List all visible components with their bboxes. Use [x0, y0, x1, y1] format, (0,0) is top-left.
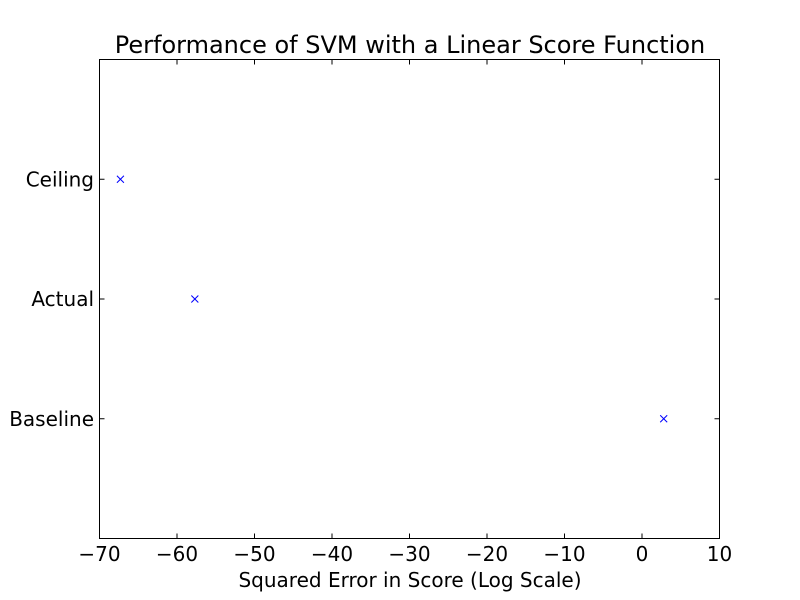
x-tick-label: −20 [466, 542, 508, 566]
x-tick-label: −50 [233, 542, 275, 566]
data-point-baseline [659, 414, 668, 423]
y-tick-label-actual: Actual [31, 287, 94, 311]
data-markers [116, 175, 668, 423]
y-tick-label-ceiling: Ceiling [26, 167, 94, 191]
data-point-actual [190, 295, 199, 303]
x-tick-label: −10 [543, 542, 585, 566]
y-tick-label-baseline: Baseline [9, 407, 94, 431]
x-axis-ticks: −70 −60 −50 −40 −30 −20 −10 0 10 [78, 59, 732, 566]
x-tick-label: 10 [707, 542, 732, 566]
plot-area: −70 −60 −50 −40 −30 −20 −10 0 10 Baseline Actual C… [9, 59, 732, 566]
x-tick-label: −70 [78, 542, 120, 566]
x-tick-label: 0 [636, 542, 649, 566]
chart-title: Performance of SVM with a Linear Score F… [115, 31, 706, 59]
y-axis-ticks: Baseline Actual Ceiling [9, 167, 720, 431]
x-tick-label: −60 [156, 542, 198, 566]
plot-frame [99, 59, 720, 539]
x-tick-label: −40 [311, 542, 353, 566]
data-point-ceiling [116, 175, 125, 184]
x-tick-label: −30 [388, 542, 430, 566]
x-axis-label: Squared Error in Score (Log Scale) [238, 568, 581, 592]
